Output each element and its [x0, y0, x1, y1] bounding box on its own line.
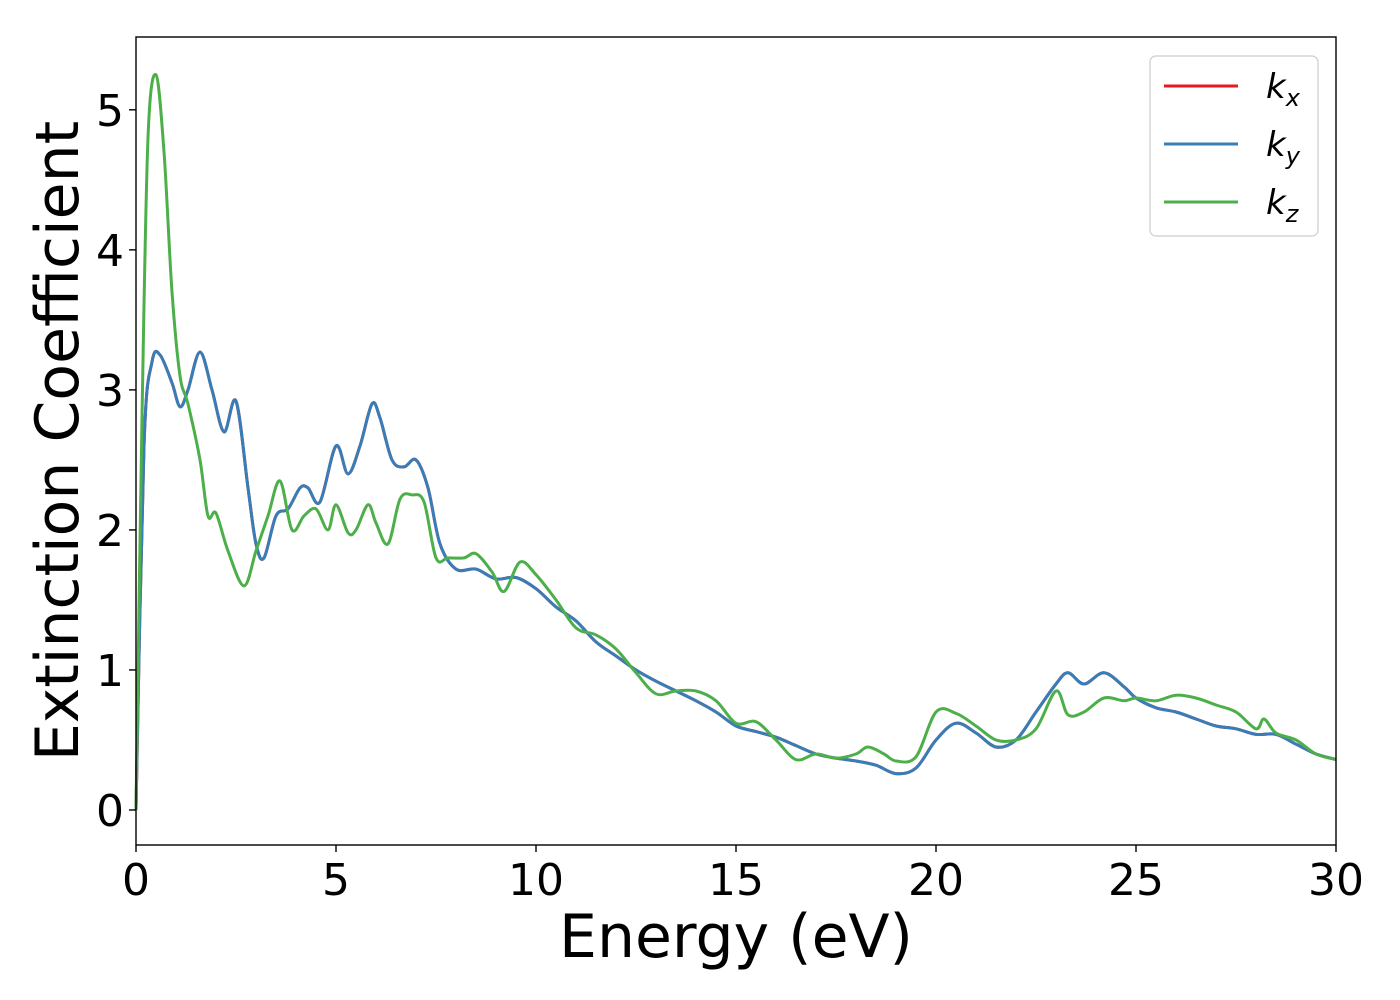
- y-tick-label: 4: [96, 226, 124, 277]
- x-axis-ticks: 0 5 10 15 20 25 30: [122, 845, 1364, 906]
- series-line-z: [134, 72, 1337, 811]
- x-tick-label: 25: [1108, 855, 1164, 906]
- legend: kx ky kz: [1149, 55, 1319, 237]
- x-axis-label: Energy (eV): [559, 902, 913, 972]
- series-lines: [134, 72, 1337, 811]
- y-axis-ticks: 0 1 2 3 4 5: [96, 86, 136, 837]
- x-tick-label: 20: [908, 855, 964, 906]
- series-line-x: [134, 349, 1337, 811]
- x-tick-label: 5: [322, 855, 350, 906]
- y-tick-label: 1: [96, 646, 124, 697]
- legend-label-y: ky: [1266, 125, 1301, 170]
- y-axis-label: Extinction Coefficient: [23, 121, 93, 761]
- series-line-y: [134, 349, 1337, 811]
- x-tick-label: 30: [1308, 855, 1364, 906]
- y-tick-label: 3: [96, 366, 124, 417]
- legend-label-x: kx: [1266, 67, 1301, 112]
- x-tick-label: 15: [708, 855, 764, 906]
- legend-label-z: kz: [1266, 183, 1300, 228]
- x-tick-label: 10: [508, 855, 564, 906]
- x-tick-label: 0: [122, 855, 150, 906]
- y-tick-label: 5: [96, 86, 124, 137]
- y-tick-label: 0: [96, 786, 124, 837]
- y-tick-label: 2: [96, 506, 124, 557]
- legend-box: [1149, 55, 1319, 237]
